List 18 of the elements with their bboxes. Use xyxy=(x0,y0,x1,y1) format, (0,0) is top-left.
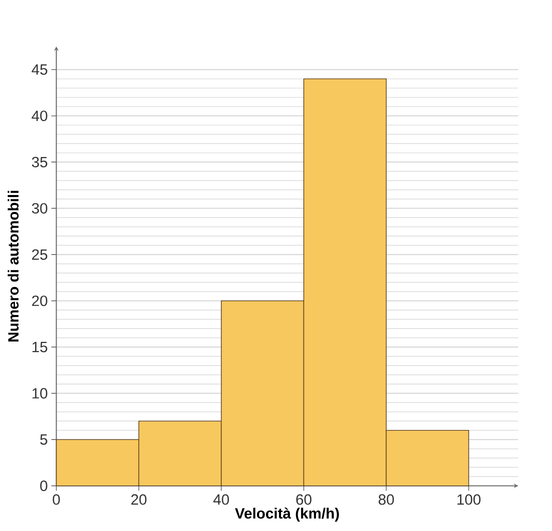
y-tick-label: 10 xyxy=(32,388,48,399)
y-tick-label: 25 xyxy=(32,249,48,260)
y-tick-label: 15 xyxy=(32,342,48,352)
y-tick-label: 35 xyxy=(32,156,48,168)
y-axis-title: Numero di automobili xyxy=(8,190,19,342)
x-tick-label: 40 xyxy=(213,494,229,505)
y-tick-label: 45 xyxy=(32,64,48,75)
x-tick-label: 0 xyxy=(52,494,60,505)
x-axis-title: Velocità (km/h) xyxy=(234,508,339,522)
x-tick-label: 100 xyxy=(457,494,481,505)
x-tick-label: 20 xyxy=(131,494,146,505)
y-tick-label: 30 xyxy=(32,203,48,214)
x-tick-label: 80 xyxy=(378,494,394,505)
y-tick-label: 0 xyxy=(40,480,48,492)
x-tick-label: 60 xyxy=(296,494,312,505)
y-tick-label: 20 xyxy=(32,296,48,306)
y-tick-label: 5 xyxy=(40,434,48,445)
y-tick-label: 40 xyxy=(32,110,48,122)
